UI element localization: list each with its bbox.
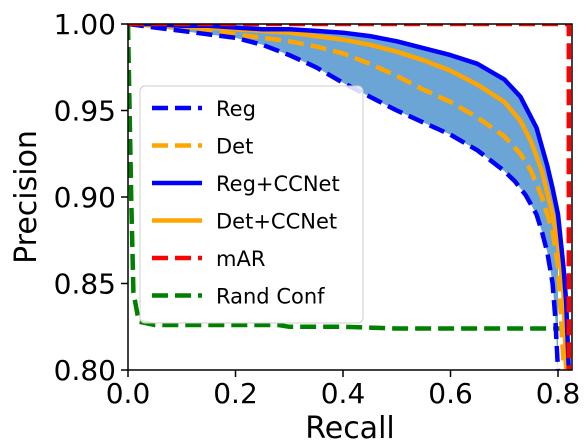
y-axis-label: Precision	[9, 130, 44, 264]
legend: Reg Det Reg+CCNet Det+CCNet mAR Rand Conf	[139, 85, 364, 324]
series-line-reg	[128, 24, 561, 370]
shaded-band	[128, 24, 558, 370]
legend-label-reg: Reg	[216, 97, 256, 121]
series-line-det	[128, 24, 566, 362]
y-tick-label: 0.95	[54, 95, 116, 128]
y-tick-label: 0.85	[54, 268, 116, 301]
series-line-reg-ccnet	[128, 24, 572, 370]
legend-box	[139, 85, 364, 324]
legend-label-reg-ccnet: Reg+CCNet	[216, 172, 340, 196]
x-axis-label: Recall	[305, 411, 395, 444]
series-line-rand-conf	[128, 24, 572, 331]
y-tick-label: 0.80	[54, 354, 116, 387]
series-line-mar	[128, 24, 572, 370]
legend-label-det: Det	[216, 135, 253, 159]
legend-label-mar: mAR	[216, 247, 265, 271]
x-tick-label: 0.2	[213, 377, 258, 410]
x-tick-label: 0.6	[428, 377, 473, 410]
x-tick-label: 0.0	[106, 377, 151, 410]
x-tick-label: 0.8	[536, 377, 581, 410]
legend-label-det-ccnet: Det+CCNet	[216, 210, 337, 234]
x-tick-label: 0.4	[321, 377, 366, 410]
y-tick-label: 1.00	[54, 8, 116, 41]
y-tick-label: 0.90	[54, 181, 116, 214]
legend-label-rand-conf: Rand Conf	[216, 285, 325, 309]
